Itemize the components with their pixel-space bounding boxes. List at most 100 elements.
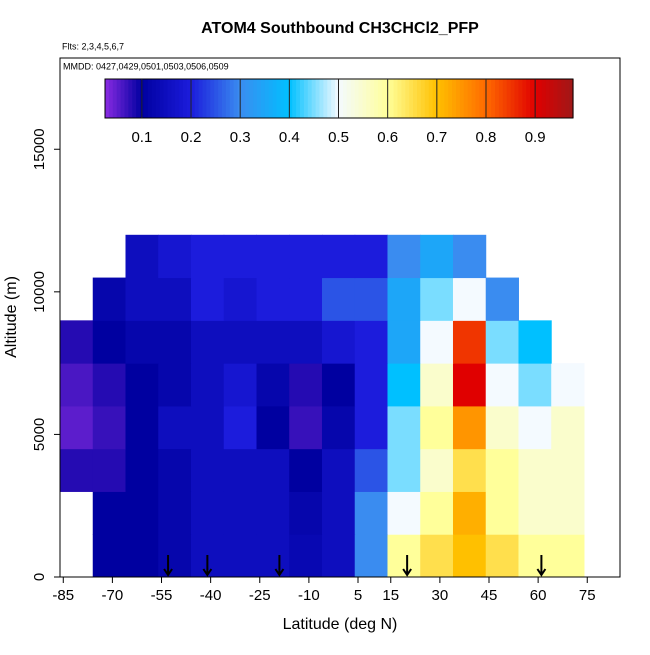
colorbar-segment [311, 79, 317, 118]
colorbar-segment [155, 79, 161, 118]
heat-cell [158, 277, 192, 321]
colorbar-segment [534, 79, 539, 118]
heat-cell [354, 534, 388, 578]
colorbar-segment [358, 79, 363, 118]
heat-cell [256, 448, 290, 492]
x-tick-label: -10 [298, 587, 320, 604]
colorbar-segment [362, 79, 367, 118]
colorbar-segment [569, 79, 574, 118]
colorbar-segment [409, 79, 414, 118]
colorbar-segment [257, 79, 262, 118]
heat-cell [321, 405, 356, 450]
heat-cell [321, 277, 356, 321]
x-tick-label: -40 [200, 587, 222, 604]
heat-cell [354, 234, 388, 279]
heat-cell [485, 363, 519, 407]
colorbar-segment [452, 79, 457, 118]
colorbar-segment [561, 79, 566, 118]
heat-cell [387, 234, 421, 279]
heat-cell [354, 363, 388, 407]
colorbar-segment [467, 79, 473, 118]
colorbar-segment [565, 79, 570, 118]
colorbar-segment [280, 79, 285, 118]
heat-cell [125, 491, 159, 535]
colorbar-segment [413, 79, 418, 118]
heat-cell [92, 448, 126, 492]
heat-cell [223, 448, 257, 492]
colorbar-segment [335, 79, 340, 118]
heat-cell [158, 234, 192, 279]
heat-cell [158, 363, 192, 407]
colorbar-segment [296, 79, 301, 118]
heat-cell [92, 277, 126, 321]
x-tick-label: 45 [481, 587, 498, 604]
heat-cell [518, 405, 552, 450]
x-tick-label: 75 [579, 587, 596, 604]
heat-cell [289, 277, 323, 321]
heat-cell [452, 320, 487, 364]
heat-cell [256, 534, 290, 578]
colorbar-segment [545, 79, 551, 118]
heat-cell [354, 277, 388, 321]
heat-cell [452, 448, 487, 492]
heat-cell [518, 491, 552, 535]
colorbar-tick-label: 0.7 [426, 129, 447, 146]
heat-cell [387, 363, 421, 407]
heat-cell [92, 320, 126, 364]
heat-cell [223, 405, 257, 450]
colorbar-segment [288, 79, 293, 118]
heat-cell [420, 534, 454, 578]
heat-cell [158, 405, 192, 450]
colorbar-segment [245, 79, 250, 118]
colorbar-segment [510, 79, 516, 118]
colorbar-segment [198, 79, 204, 118]
colorbar-segment [284, 79, 289, 118]
subtitle: Flts: 2,3,4,5,6,7 [62, 41, 124, 51]
x-tick-label: 30 [432, 587, 449, 604]
heat-cell [289, 491, 323, 535]
heat-cell [420, 448, 454, 492]
heat-cell [60, 363, 94, 407]
x-tick-label: -25 [249, 587, 271, 604]
colorbar-segment [218, 79, 223, 118]
heat-cell [125, 448, 159, 492]
heat-cell [551, 491, 585, 535]
colorbar-segment [136, 79, 141, 118]
heat-cell [321, 534, 356, 578]
colorbar-segment [374, 79, 379, 118]
annotation: MMDD: 0427,0429,0501,0503,0506,0509 [63, 61, 229, 71]
colorbar-segment [241, 79, 246, 118]
heat-cell [158, 448, 192, 492]
colorbar-segment [264, 79, 270, 118]
heat-cell [551, 363, 585, 407]
colorbar-segment [108, 79, 114, 118]
x-tick-label: 60 [530, 587, 547, 604]
heat-cell [420, 405, 454, 450]
colorbar-tick-label: 0.8 [476, 129, 497, 146]
colorbar-segment [124, 79, 129, 118]
colorbar-segment [436, 79, 441, 118]
colorbar-segment [214, 79, 219, 118]
colorbar-tick-label: 0.6 [377, 129, 398, 146]
arrow [536, 555, 547, 577]
heat-cell [92, 534, 126, 578]
colorbar-segment [479, 79, 484, 118]
colorbar-segment [159, 79, 165, 118]
heat-cell [256, 363, 290, 407]
heat-cell [190, 448, 225, 492]
colorbar-segment [366, 79, 371, 118]
heat-cell [387, 277, 421, 321]
heat-cell [92, 405, 126, 450]
heat-cell [289, 320, 323, 364]
heat-cell [125, 320, 159, 364]
y-tick-label: 5000 [31, 418, 48, 451]
heat-cell [289, 405, 323, 450]
colorbar-segment [401, 79, 406, 118]
x-tick-label: -55 [151, 587, 173, 604]
colorbar-segment [225, 79, 231, 118]
heat-cell [256, 234, 290, 279]
colorbar-segment [300, 79, 305, 118]
colorbar-segment [163, 79, 168, 118]
colorbar-segment [144, 79, 149, 118]
